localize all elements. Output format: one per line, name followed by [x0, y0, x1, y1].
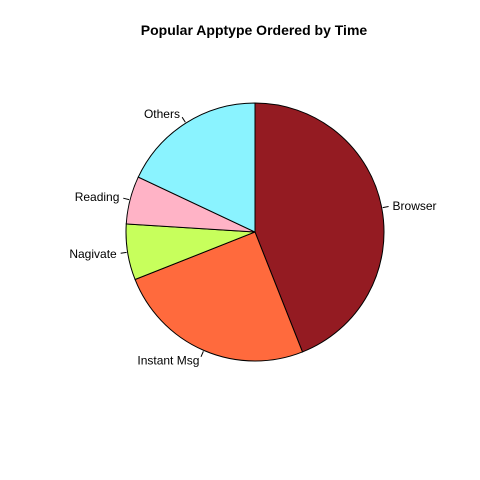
- leader-line-instant-msg: [201, 351, 203, 357]
- slice-label-browser: Browser: [393, 199, 437, 213]
- leader-line-browser: [383, 207, 389, 208]
- pie-slices: [126, 103, 384, 361]
- slice-label-reading: Reading: [75, 190, 120, 204]
- chart-title: Popular Apptype Ordered by Time: [141, 22, 368, 38]
- leader-line-reading: [123, 198, 129, 199]
- slice-label-others: Others: [144, 107, 180, 121]
- slice-label-nagivate: Nagivate: [69, 247, 117, 261]
- slice-label-instant-msg: Instant Msg: [137, 353, 199, 367]
- leader-line-others: [182, 117, 185, 122]
- leader-line-nagivate: [121, 252, 127, 253]
